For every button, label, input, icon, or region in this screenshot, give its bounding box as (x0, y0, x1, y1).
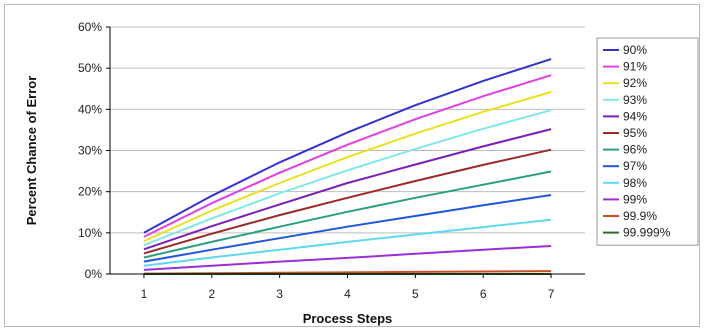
x-tick-label: 7 (548, 287, 555, 301)
gridlines (110, 26, 585, 234)
series-line-97- (143, 194, 552, 263)
legend-label: 99.999% (623, 226, 671, 240)
y-tick-label: 50% (78, 61, 102, 75)
y-tick-label: 0% (85, 267, 103, 281)
x-tick-label: 3 (276, 287, 283, 301)
y-tick-label: 20% (78, 185, 102, 199)
y-tick-label: 10% (78, 226, 102, 240)
series-line-90- (143, 58, 552, 234)
legend-label: 99% (623, 192, 647, 206)
x-tick-label: 2 (208, 287, 215, 301)
series-line-93- (143, 109, 552, 247)
legend-label: 95% (623, 126, 647, 140)
legend-label: 90% (623, 43, 647, 57)
y-axis-title: Percent Chance of Error (24, 76, 39, 226)
legend-label: 98% (623, 176, 647, 190)
series-line-96- (143, 170, 552, 259)
series-line-98- (143, 218, 552, 267)
series-line-99- (143, 245, 552, 271)
series-line-94- (143, 128, 552, 251)
legend: 90% 91% 92% 93% 94% 95% 96% 97% 98% 99% 99.9% 99.99… (596, 37, 699, 246)
y-tick-label: 40% (78, 102, 102, 116)
x-tick-label: 1 (141, 287, 148, 301)
legend-label: 93% (623, 93, 647, 107)
y-axis-ticks: 0% 10% 20% 30% 40% 50% 60% (78, 20, 110, 281)
series-line-95- (143, 148, 552, 255)
legend-label: 96% (623, 143, 647, 157)
legend-label: 91% (623, 60, 647, 74)
y-tick-label: 30% (78, 144, 102, 158)
legend-label: 99.9% (623, 209, 657, 223)
x-tick-label: 5 (412, 287, 419, 301)
legend-box (596, 37, 699, 246)
legend-label: 92% (623, 76, 647, 90)
x-tick-label: 4 (344, 287, 351, 301)
series-line-92- (143, 91, 552, 243)
x-axis-ticks: 1 2 3 4 5 6 7 (141, 274, 555, 301)
legend-label: 97% (623, 159, 647, 173)
x-tick-label: 6 (480, 287, 487, 301)
x-axis-title: Process Steps (303, 311, 393, 326)
legend-label: 94% (623, 109, 647, 123)
y-tick-label: 60% (78, 20, 102, 34)
series-line-91- (143, 74, 552, 238)
